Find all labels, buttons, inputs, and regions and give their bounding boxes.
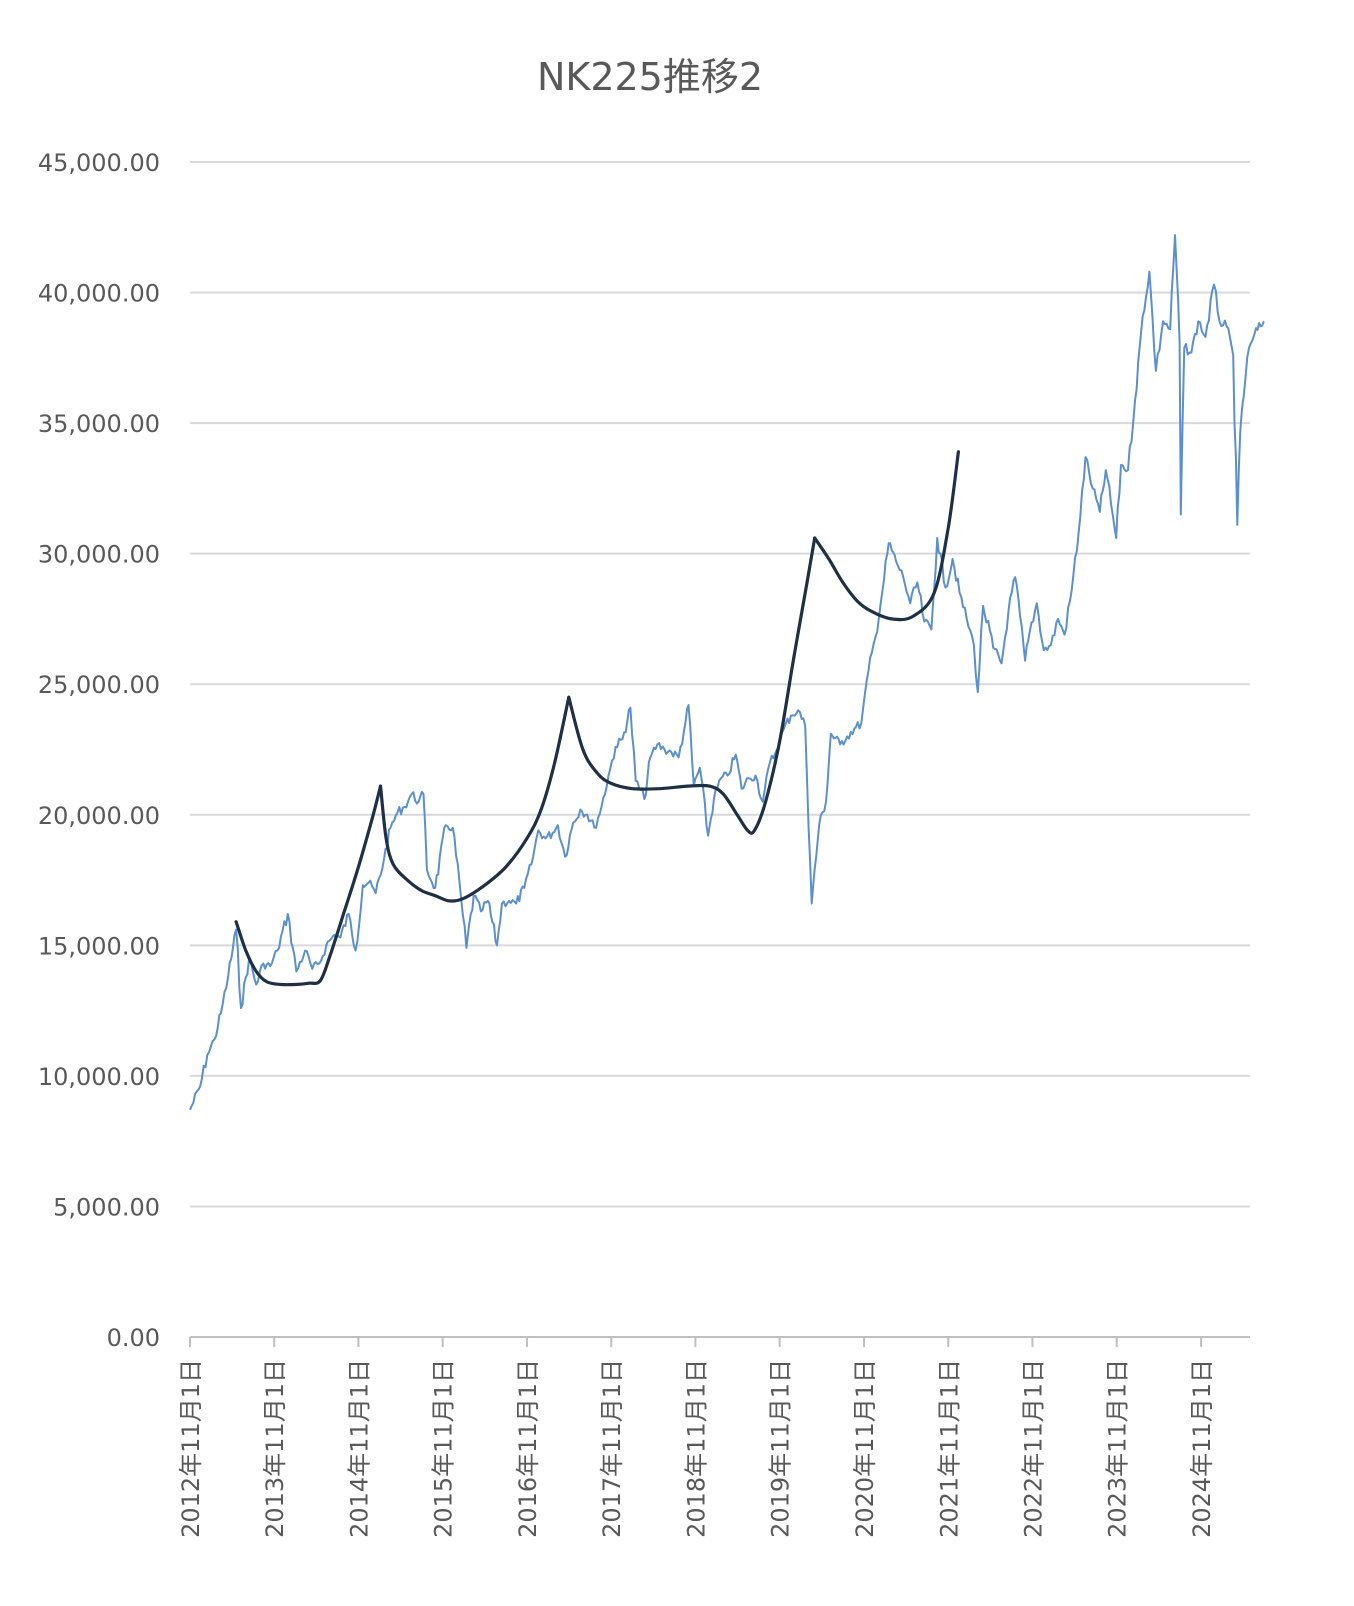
x-tick-label-2019-11-01: 2019年11月1日 — [767, 1359, 795, 1538]
series-price-line — [189, 234, 1265, 1111]
y-axis-tick-labels: 0.00 5,000.00 10,000.00 15,000.00 20,000.00 2… — [38, 149, 160, 1352]
x-tick-label-2015-11-01: 2015年11月1日 — [430, 1359, 458, 1538]
y-tick-label-20000: 20,000.00 — [38, 802, 160, 830]
x-axis: 2012年11月1日 2013年11月1日 2014年11月1日 2015年11月1日… — [177, 1336, 1250, 1538]
x-tick-label-2022-11-01: 2022年11月1日 — [1019, 1359, 1047, 1538]
y-tick-label-35000: 35,000.00 — [38, 410, 160, 438]
x-tick-label-2020-11-01: 2020年11月1日 — [851, 1359, 879, 1538]
plot-area — [189, 234, 1265, 1111]
x-tick-label-2016-11-01: 2016年11月1日 — [514, 1359, 542, 1538]
y-tick-label-0: 0.00 — [107, 1324, 160, 1352]
x-tick-label-2024-11-01: 2024年11月1日 — [1188, 1359, 1216, 1538]
trend-curve-4 — [813, 450, 960, 622]
trend-curve-3 — [567, 536, 817, 835]
y-tick-label-25000: 25,000.00 — [38, 671, 160, 699]
x-tick-label-2021-11-01: 2021年11月1日 — [935, 1359, 963, 1538]
y-tick-label-10000: 10,000.00 — [38, 1063, 160, 1091]
gridlines — [190, 161, 1250, 1208]
y-tick-label-40000: 40,000.00 — [38, 280, 160, 308]
trend-curve-1 — [234, 784, 383, 987]
x-tick-label-2014-11-01: 2014年11月1日 — [345, 1359, 373, 1538]
x-tick-label-2017-11-01: 2017年11月1日 — [598, 1359, 626, 1538]
x-tick-label-2013-11-01: 2013年11月1日 — [261, 1359, 289, 1538]
x-tick-label-2012-11-01: 2012年11月1日 — [177, 1359, 205, 1538]
y-tick-label-15000: 15,000.00 — [38, 932, 160, 960]
y-tick-label-30000: 30,000.00 — [38, 541, 160, 569]
trend-curve-2 — [378, 695, 571, 903]
chart-title: NK225推移2 — [537, 55, 763, 99]
x-tick-label-2023-11-01: 2023年11月1日 — [1104, 1359, 1132, 1538]
y-tick-label-5000: 5,000.00 — [53, 1193, 160, 1221]
x-tick-label-2018-11-01: 2018年11月1日 — [682, 1359, 710, 1538]
y-tick-label-45000: 45,000.00 — [38, 149, 160, 177]
